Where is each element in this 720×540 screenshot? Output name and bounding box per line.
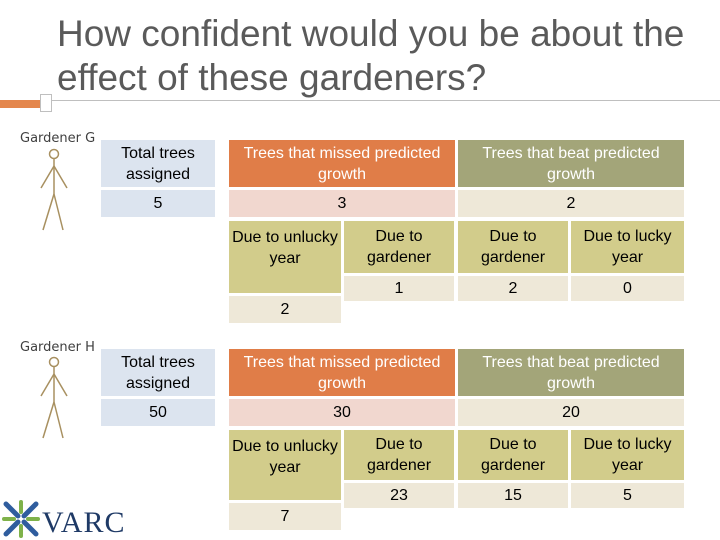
h-value-beat: 20 [458,399,684,426]
g-sub-beat-gardener: Due to gardener [458,221,568,273]
h-header-missed: Trees that missed predicted growth [229,349,455,396]
title-rule-accent [0,100,40,108]
gardener-h-label: Gardener H [20,340,95,355]
h-subvalue-unlucky: 7 [229,503,341,530]
g-subvalue-beat-gardener: 2 [458,276,568,301]
g-header-total: Total trees assigned [101,140,215,187]
gardener-h-figure-icon [40,356,68,439]
g-sub-lucky: Due to lucky year [571,221,684,273]
g-value-total: 5 [101,190,215,217]
h-subvalue-missed-gardener: 23 [344,483,454,508]
h-value-missed: 30 [229,399,455,426]
h-header-beat: Trees that beat predicted growth [458,349,684,396]
g-subvalue-lucky: 0 [571,276,684,301]
h-subvalue-lucky: 5 [571,483,684,508]
g-header-missed: Trees that missed predicted growth [229,140,455,187]
g-sub-unlucky: Due to unlucky year [229,221,341,293]
varc-logo-text: VARC [42,506,126,539]
slide-title: How confident would you be about the eff… [57,13,685,98]
h-sub-lucky: Due to lucky year [571,430,684,480]
h-value-total: 50 [101,399,215,426]
g-subvalue-unlucky: 2 [229,296,341,323]
title-rule-box [40,94,52,112]
g-value-beat: 2 [458,190,684,217]
title-rule-line [52,100,720,101]
g-subvalue-missed-gardener: 1 [344,276,454,301]
g-sub-missed-gardener: Due to gardener [344,221,454,273]
varc-logo-icon [2,500,40,538]
g-value-missed: 3 [229,190,455,217]
h-header-total: Total trees assigned [101,349,215,396]
h-subvalue-beat-gardener: 15 [458,483,568,508]
gardener-g-label: Gardener G [20,131,96,146]
h-sub-missed-gardener: Due to gardener [344,430,454,480]
gardener-g-figure-icon [40,148,68,231]
h-sub-unlucky: Due to unlucky year [229,430,341,500]
g-header-beat: Trees that beat predicted growth [458,140,684,187]
h-sub-beat-gardener: Due to gardener [458,430,568,480]
